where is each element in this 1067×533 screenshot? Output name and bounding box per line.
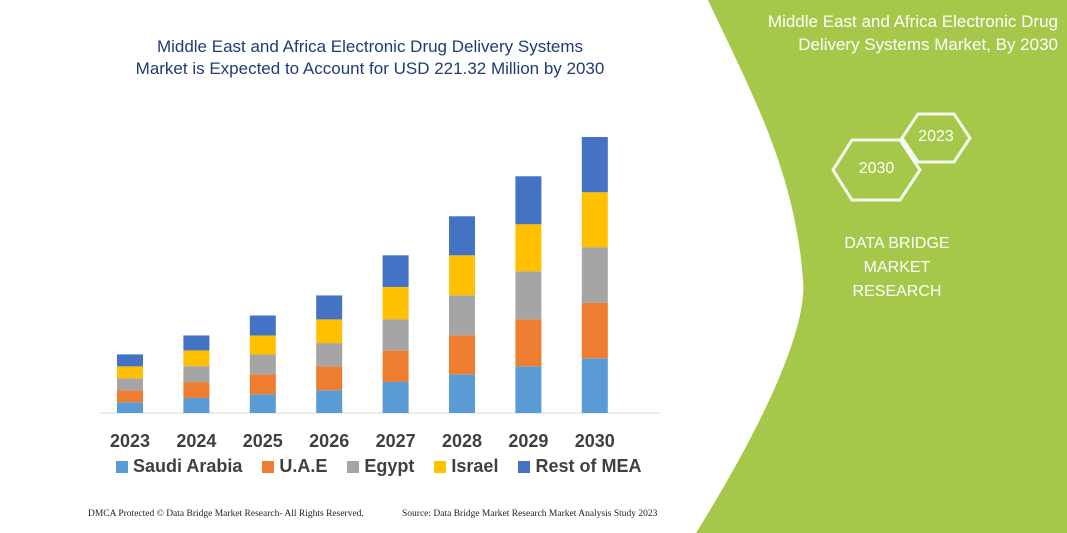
bar-segment-israel-2027 [382,286,409,320]
legend-item: U.A.E [262,456,327,477]
bar-segment-rest-of-mea-2026 [316,295,343,320]
bars [117,137,608,413]
bar-segment-u-a-e-2028 [449,335,475,375]
legend-swatch [347,460,360,473]
x-tick-label: 2024 [176,431,216,451]
legend-label: Israel [451,456,499,476]
bar-segment-u-a-e-2030 [581,302,608,359]
legend-swatch [262,460,275,473]
side-panel-title-line: Middle East and Africa Electronic Drug [767,12,1058,31]
bar-segment-rest-of-mea-2028 [449,216,475,256]
bar-segment-saudi-arabia-2027 [382,381,409,413]
bar-segment-saudi-arabia-2026 [316,390,343,413]
legend-swatch [116,460,128,473]
legend-item: Rest of MEA [518,456,641,477]
bar-segment-egypt-2030 [581,247,608,303]
x-tick-label: 2028 [442,431,482,451]
bar-segment-u-a-e-2024 [183,382,210,399]
x-tick-label: 2030 [575,431,615,451]
bar-segment-israel-2029 [515,224,542,272]
bar-segment-egypt-2026 [316,343,343,367]
bar-segment-israel-2026 [316,319,343,344]
chart-title-line: Middle East and Africa Electronic Drug D… [156,37,584,56]
bar-segment-saudi-arabia-2029 [515,366,542,413]
chart-title: Middle East and Africa Electronic Drug D… [80,36,660,80]
brand-line: RESEARCH [852,283,942,300]
bar-segment-saudi-arabia-2028 [449,374,475,413]
legend: Saudi Arabia U.A.E Egypt Israel Rest of … [116,456,641,477]
bar-segment-israel-2028 [449,255,475,296]
x-tick-label: 2023 [110,431,150,451]
bar-segment-egypt-2027 [382,319,409,351]
brand-line: DATA BRIDGE MARKET [844,235,950,276]
legend-label: Saudi Arabia [133,456,243,476]
x-tick-label: 2026 [309,431,349,451]
legend-label: Rest of MEA [535,456,642,476]
bar-segment-u-a-e-2029 [515,319,542,367]
x-tick-label: 2025 [243,431,283,451]
bar-segment-u-a-e-2026 [316,366,343,391]
bar-segment-u-a-e-2025 [249,374,276,395]
x-tick-label: 2029 [508,431,548,451]
side-panel-title-line: Delivery Systems Market, By 2030 [798,35,1058,54]
hexagon-2023-icon [900,112,972,164]
bar-segment-israel-2024 [183,350,210,367]
bar-segment-egypt-2028 [449,295,475,336]
x-tick-labels: 2023 2024 2025 2026 2027 2028 2029 2030 [110,431,615,451]
bar-segment-egypt-2029 [515,271,542,320]
bar-segment-u-a-e-2023 [117,390,143,403]
legend-item: Saudi Arabia [116,456,242,477]
legend-swatch [434,460,447,473]
bar-segment-israel-2030 [581,192,608,248]
side-panel-title: Middle East and Africa Electronic Drug D… [720,10,1058,56]
bar-segment-rest-of-mea-2025 [249,315,276,336]
bar-segment-saudi-arabia-2025 [249,394,276,413]
bar-segment-rest-of-mea-2030 [581,137,608,193]
bar-segment-saudi-arabia-2030 [581,358,608,413]
bar-segment-rest-of-mea-2027 [382,255,409,287]
brand-text: DATA BRIDGE MARKET RESEARCH [812,232,982,304]
hex-label-2030: 2030 [858,160,895,177]
legend-item: Egypt [347,456,414,477]
bar-segment-egypt-2025 [249,354,276,375]
bar-segment-saudi-arabia-2024 [183,398,210,413]
bar-segment-egypt-2024 [183,366,210,383]
footer-copyright: DMCA Protected © Data Bridge Market Rese… [88,509,364,519]
bar-segment-israel-2025 [249,335,276,355]
bar-segment-u-a-e-2027 [382,350,409,382]
bar-segment-rest-of-mea-2029 [515,176,542,225]
bar-segment-egypt-2023 [117,378,143,391]
green-side-panel [696,0,1067,533]
footer-source: Source: Data Bridge Market Research Mark… [402,509,658,519]
bar-segment-saudi-arabia-2023 [117,402,143,413]
chart-title-line: Market is Expected to Account for USD 22… [135,59,605,78]
bar-segment-israel-2023 [117,366,143,379]
legend-label: Egypt [364,456,415,476]
legend-label: U.A.E [279,456,328,476]
bar-segment-rest-of-mea-2024 [183,335,210,351]
hexagon-2030-icon [831,138,922,202]
bar-segment-rest-of-mea-2023 [117,354,143,367]
hex-label-2023: 2023 [918,128,954,145]
legend-swatch [518,460,531,473]
x-tick-label: 2027 [376,431,416,451]
legend-item: Israel [434,456,498,477]
